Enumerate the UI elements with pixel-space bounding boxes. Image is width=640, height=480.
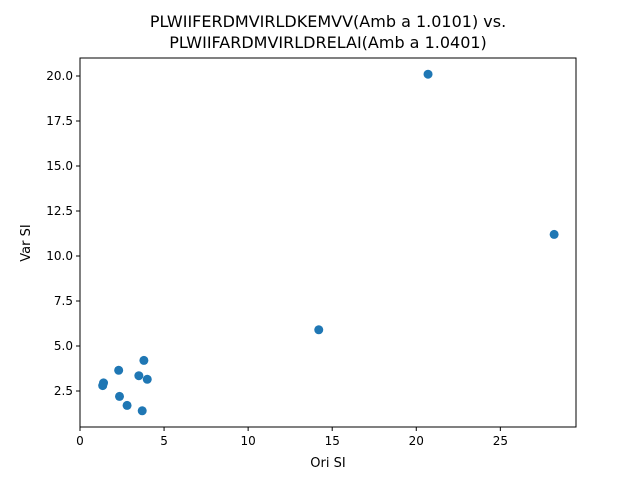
y-tick-label: 2.5 <box>54 384 73 398</box>
scatter-point <box>314 325 324 335</box>
y-tick-label: 17.5 <box>46 114 73 128</box>
scatter-point <box>98 381 108 391</box>
scatter-point <box>139 355 149 365</box>
x-axis-ticks: 0 5 10 15 20 25 <box>76 427 508 448</box>
scatter-point <box>114 365 124 375</box>
scatter-point <box>134 371 144 381</box>
scatter-points <box>98 69 559 416</box>
chart-title-line-2: PLWIIFARDMVIRLDRELAI(Amb a 1.0401) <box>169 33 487 52</box>
y-tick-label: 5.0 <box>54 339 73 353</box>
x-tick-label: 0 <box>76 434 84 448</box>
x-tick-label: 5 <box>160 434 168 448</box>
y-tick-label: 12.5 <box>46 204 73 218</box>
x-tick-label: 10 <box>240 434 255 448</box>
x-axis-label: Ori SI <box>310 456 345 471</box>
plot-area-frame <box>79 57 577 428</box>
y-tick-label: 10.0 <box>46 249 73 263</box>
scatter-point <box>122 400 132 410</box>
scatter-point <box>142 374 152 384</box>
scatter-point <box>115 391 125 401</box>
y-axis-label: Var SI <box>19 224 34 261</box>
y-axis-ticks: 2.5 5.0 7.5 10.0 12.5 15.0 17.5 20.0 <box>46 69 80 398</box>
x-tick-label: 20 <box>409 434 424 448</box>
x-tick-label: 25 <box>493 434 508 448</box>
scatter-point <box>137 406 147 416</box>
scatter-point <box>423 69 433 79</box>
chart-title-line-1: PLWIIFERDMVIRLDKEMVV(Amb a 1.0101) vs. <box>150 12 506 31</box>
y-tick-label: 15.0 <box>46 159 73 173</box>
scatter-point <box>549 229 559 239</box>
x-tick-label: 15 <box>325 434 340 448</box>
y-tick-label: 7.5 <box>54 294 73 308</box>
y-tick-label: 20.0 <box>46 69 73 83</box>
